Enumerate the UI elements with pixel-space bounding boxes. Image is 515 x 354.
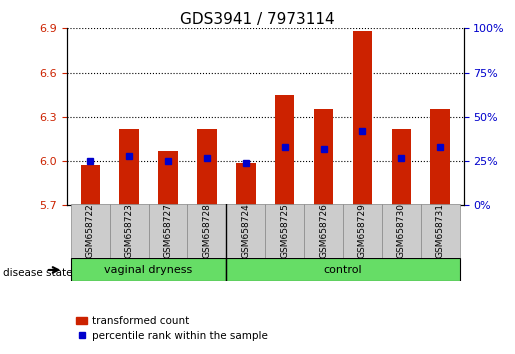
Bar [343,204,382,258]
Bar [353,31,372,205]
Bar [304,204,343,258]
Bar [187,204,227,258]
Text: GSM658722: GSM658722 [86,204,95,258]
Text: GSM658731: GSM658731 [436,204,444,258]
Bar [421,204,459,258]
Legend: transformed count, percentile rank within the sample: transformed count, percentile rank withi… [72,312,272,345]
Bar [391,129,411,205]
Bar [197,129,217,205]
Text: GSM658724: GSM658724 [242,204,250,258]
Bar [275,95,295,205]
Text: GSM658723: GSM658723 [125,204,134,258]
Bar [158,151,178,205]
Text: GSM658728: GSM658728 [202,204,212,258]
Text: control: control [323,265,362,275]
Bar [236,162,255,205]
Bar [265,204,304,258]
Bar [119,129,139,205]
Text: GSM658727: GSM658727 [164,204,173,258]
Text: vaginal dryness: vaginal dryness [105,265,193,275]
Bar [382,204,421,258]
Bar [314,109,333,205]
Text: GSM658730: GSM658730 [397,204,406,258]
Bar [71,204,110,258]
Bar [80,166,100,205]
Text: GSM658725: GSM658725 [280,204,289,258]
Bar [110,204,149,258]
Text: GDS3941 / 7973114: GDS3941 / 7973114 [180,12,335,27]
Bar [71,258,227,281]
Bar [149,204,187,258]
Bar [431,109,450,205]
Bar [227,204,265,258]
Bar [227,258,459,281]
Text: GSM658726: GSM658726 [319,204,328,258]
Text: disease state: disease state [3,268,72,278]
Text: GSM658729: GSM658729 [358,204,367,258]
